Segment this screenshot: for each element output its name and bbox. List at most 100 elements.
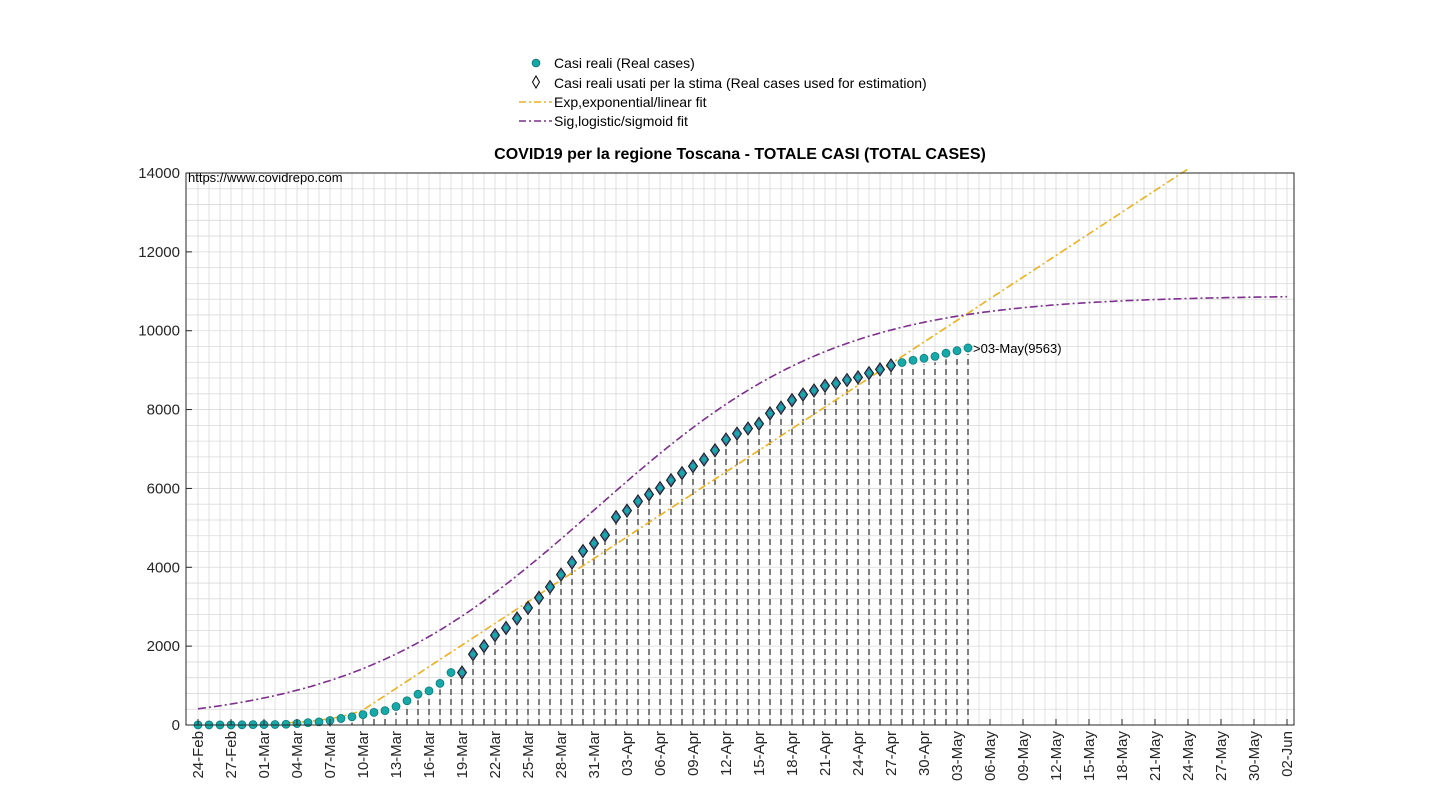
x-tick-label: 31-Mar <box>586 731 603 779</box>
real-case-point <box>657 485 663 491</box>
real-case-point <box>459 669 465 676</box>
plot-frame <box>185 172 1295 726</box>
x-tick-label: 24-Feb <box>190 731 207 779</box>
real-case-point <box>789 397 795 403</box>
real-case-point <box>919 353 929 363</box>
x-tick-label: 28-Mar <box>553 731 570 779</box>
legend-diamond-marker <box>531 75 541 89</box>
real-case-point <box>778 405 784 411</box>
observation-drop-lines <box>329 353 969 727</box>
real-case-point <box>888 362 894 369</box>
real-case-point <box>723 436 729 443</box>
x-tick-label: 03-May <box>949 731 966 782</box>
x-tick-label: 16-Mar <box>421 731 438 779</box>
real-case-point <box>745 425 751 432</box>
real-case-point <box>503 625 509 631</box>
real-case-point <box>481 643 487 649</box>
real-case-point <box>591 540 597 546</box>
real-case-point <box>833 380 839 386</box>
real-case-point <box>602 532 608 538</box>
x-tick-label: 06-May <box>982 731 999 782</box>
real-case-point <box>347 712 357 722</box>
real-case-point <box>712 447 718 453</box>
x-tick-label: 21-Apr <box>817 731 834 776</box>
legend-item-sig-fit: Sig,logistic/sigmoid fit <box>519 113 688 129</box>
x-tick-label: 03-Apr <box>619 731 636 776</box>
legend-item-real-cases-estimation: Casi reali usati per la stima (Real case… <box>531 75 927 91</box>
real-case-point <box>844 377 850 383</box>
legend: Casi reali (Real cases) Casi reali usati… <box>519 55 927 129</box>
x-tick-label: 04-Mar <box>289 731 306 779</box>
real-case-point <box>624 508 630 514</box>
x-tick-label: 07-Mar <box>322 731 339 779</box>
real-case-point <box>446 668 456 677</box>
x-tick-label: 15-May <box>1081 731 1098 782</box>
real-case-point <box>435 679 445 688</box>
x-tick-label: 18-Apr <box>784 731 801 776</box>
x-tick-label: 09-Apr <box>685 731 702 776</box>
y-tick-label: 10000 <box>138 323 180 340</box>
real-case-point <box>877 366 883 373</box>
real-case-point <box>897 358 907 367</box>
real-case-point <box>525 605 531 611</box>
x-tick-label: 27-Feb <box>223 731 240 779</box>
fit-curves <box>197 168 1287 724</box>
x-tick-label: 06-Apr <box>652 731 669 776</box>
real-case-point <box>402 696 412 706</box>
plot-background <box>186 173 1294 725</box>
real-case-point <box>424 686 434 696</box>
axes <box>185 172 1295 726</box>
real-case-point <box>569 559 575 566</box>
x-tick-label: 10-Mar <box>355 731 372 779</box>
x-tick-label: 12-May <box>1048 731 1065 782</box>
real-case-point <box>930 351 940 361</box>
x-tick-label: 02-Jun <box>1279 731 1296 777</box>
real-case-point <box>963 343 973 353</box>
x-tick-label: 13-Mar <box>388 731 405 779</box>
real-case-point <box>767 410 773 417</box>
x-tick-label: 09-May <box>1015 731 1032 782</box>
x-tick-label: 18-May <box>1114 731 1131 782</box>
real-case-point <box>679 470 685 476</box>
x-tick-label: 22-Mar <box>487 731 504 779</box>
legend-label: Casi reali (Real cases) <box>554 55 695 71</box>
watermark-url: https://www.covidrepo.com <box>188 170 343 185</box>
real-case-point <box>811 387 817 394</box>
real-case-point <box>558 572 564 578</box>
x-tick-label: 30-May <box>1246 731 1263 782</box>
real-case-point <box>855 374 861 380</box>
real-case-point <box>369 707 379 717</box>
real-case-point <box>314 717 324 727</box>
y-tick-label: 2000 <box>147 638 180 655</box>
real-case-point <box>470 651 476 657</box>
x-tick-label: 19-Mar <box>454 731 471 779</box>
real-case-point <box>580 548 586 554</box>
chart-title: COVID19 per la regione Toscana - TOTALE … <box>494 146 986 163</box>
real-case-point <box>908 355 918 365</box>
legend-item-real-cases: Casi reali (Real cases) <box>531 55 695 71</box>
y-tick-label: 6000 <box>147 480 180 497</box>
real-case-point <box>701 456 707 463</box>
real-case-point <box>547 584 553 590</box>
y-tick-label: 8000 <box>147 402 180 419</box>
real-case-point <box>536 595 542 601</box>
y-tick-label: 12000 <box>138 244 180 261</box>
x-tick-label: 21-May <box>1147 731 1164 782</box>
x-tick-label: 15-Apr <box>751 731 768 776</box>
x-tick-label: 01-Mar <box>256 731 273 779</box>
last-value-annotation: >03-May(9563) <box>973 341 1062 356</box>
real-case-point <box>514 615 520 622</box>
x-tick-label: 30-Apr <box>916 731 933 776</box>
legend-label: Sig,logistic/sigmoid fit <box>554 113 688 129</box>
real-case-point <box>800 391 806 398</box>
tick-labels: 0 2000 4000 6000 8000 10000 12000 14000 24-Feb 27… <box>138 165 1296 781</box>
x-tick-label: 27-May <box>1213 731 1230 782</box>
sig-fit-line <box>197 295 1287 710</box>
legend-circle-marker <box>531 58 541 68</box>
real-case-point <box>756 421 762 427</box>
x-tick-label: 27-Apr <box>883 731 900 776</box>
real-case-point <box>336 714 346 723</box>
x-tick-label: 24-Apr <box>850 731 867 776</box>
real-case-point <box>646 491 652 498</box>
real-case-point <box>952 346 962 356</box>
